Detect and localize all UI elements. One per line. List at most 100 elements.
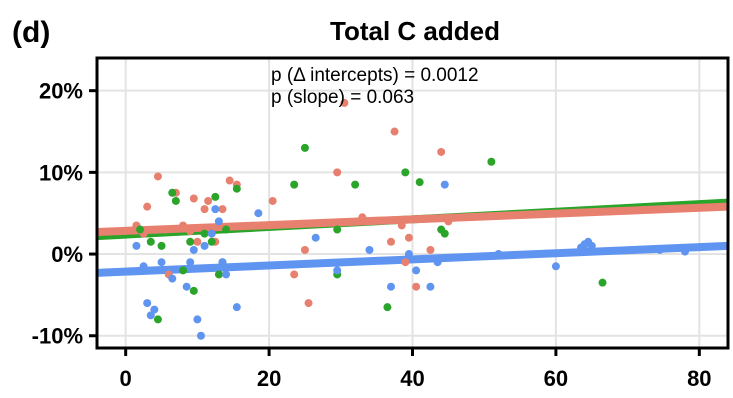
data-point-series-2 — [136, 225, 145, 234]
data-point-series-3 — [189, 245, 198, 254]
data-point-series-1 — [143, 202, 152, 211]
data-point-series-3 — [143, 299, 152, 308]
data-point-series-1 — [358, 213, 367, 222]
x-tick-label: 80 — [687, 366, 711, 391]
y-tick-label: -10% — [32, 324, 83, 349]
x-axis: 0 20 40 60 80 — [120, 348, 712, 391]
trend-line-3 — [96, 241, 729, 277]
data-point-series-3 — [587, 241, 596, 250]
panel-label: (d) — [12, 16, 50, 49]
data-point-series-2 — [415, 178, 424, 187]
data-point-series-1 — [404, 233, 413, 242]
data-point-series-2 — [440, 229, 449, 238]
data-point-series-1 — [189, 194, 198, 203]
data-point-series-3 — [218, 258, 227, 267]
data-point-series-1 — [186, 227, 195, 236]
data-point-series-1 — [444, 217, 453, 226]
data-point-series-1 — [218, 205, 227, 214]
data-point-series-3 — [440, 180, 449, 189]
data-point-series-2 — [232, 184, 241, 193]
data-point-series-2 — [171, 196, 180, 205]
annotation-slope: p (slope) = 0.063 — [271, 87, 414, 108]
y-tick-label: 10% — [39, 160, 83, 185]
data-point-series-3 — [494, 250, 503, 259]
y-axis: -10% 0% 10% 20% — [32, 79, 97, 349]
data-point-series-3 — [680, 247, 689, 256]
data-point-series-2 — [179, 266, 188, 275]
data-point-series-1 — [340, 98, 349, 107]
data-point-series-2 — [351, 180, 360, 189]
data-point-series-1 — [200, 205, 209, 214]
data-point-series-1 — [179, 221, 188, 230]
data-point-series-3 — [426, 282, 435, 291]
y-tick-label: 0% — [51, 242, 83, 267]
data-point-series-2 — [383, 303, 392, 312]
data-point-series-3 — [193, 315, 202, 324]
chart-title: Total C added — [330, 16, 500, 46]
data-point-series-1 — [401, 258, 410, 267]
data-point-series-1 — [268, 196, 277, 205]
data-point-series-1 — [161, 225, 170, 234]
data-point-series-3 — [182, 282, 191, 291]
data-point-series-2 — [487, 157, 496, 166]
data-point-series-1 — [153, 172, 162, 181]
data-point-series-3 — [207, 229, 216, 238]
data-point-series-1 — [397, 221, 406, 230]
data-point-series-3 — [412, 266, 421, 275]
data-point-series-3 — [232, 303, 241, 312]
data-point-series-1 — [304, 299, 313, 308]
annotation-intercepts: p (Δ intercepts) = 0.0012 — [271, 65, 479, 86]
data-point-series-3 — [168, 274, 177, 283]
data-point-series-1 — [437, 147, 446, 156]
data-point-series-2 — [153, 315, 162, 324]
data-point-series-3 — [580, 245, 589, 254]
data-point-series-3 — [214, 217, 223, 226]
data-point-series-3 — [404, 250, 413, 259]
x-tick-label: 0 — [120, 366, 132, 391]
data-point-series-1 — [290, 270, 299, 279]
x-tick-label: 40 — [400, 366, 424, 391]
data-point-series-3 — [311, 233, 320, 242]
data-point-series-1 — [390, 127, 399, 136]
data-point-series-2 — [157, 241, 166, 250]
data-point-series-2 — [211, 192, 220, 201]
data-point-series-1 — [333, 168, 342, 177]
data-point-series-3 — [386, 282, 395, 291]
data-point-series-3 — [365, 245, 374, 254]
data-point-series-3 — [186, 258, 195, 267]
data-point-series-3 — [200, 241, 209, 250]
y-tick-label: 20% — [39, 79, 83, 104]
data-point-series-1 — [225, 176, 234, 185]
data-point-series-2 — [207, 237, 216, 246]
data-points — [132, 98, 689, 340]
data-point-series-2 — [300, 143, 309, 152]
data-point-series-2 — [290, 180, 299, 189]
data-point-series-2 — [214, 270, 223, 279]
data-point-series-2 — [401, 168, 410, 177]
data-point-series-2 — [598, 278, 607, 287]
data-point-series-3 — [211, 205, 220, 214]
data-point-series-2 — [333, 225, 342, 234]
data-point-series-3 — [333, 266, 342, 275]
data-point-series-3 — [196, 331, 205, 340]
data-point-series-1 — [204, 196, 213, 205]
data-point-series-3 — [655, 245, 664, 254]
trend-line-2 — [96, 202, 729, 236]
data-point-series-1 — [426, 245, 435, 254]
data-point-series-3 — [146, 311, 155, 320]
data-point-series-1 — [386, 237, 395, 246]
data-point-series-3 — [157, 258, 166, 267]
data-point-series-1 — [412, 282, 421, 291]
data-point-series-2 — [200, 229, 209, 238]
data-point-series-1 — [193, 237, 202, 246]
data-point-series-3 — [254, 209, 263, 218]
data-point-series-2 — [168, 188, 177, 197]
data-point-series-3 — [132, 241, 141, 250]
x-tick-label: 60 — [544, 366, 568, 391]
data-point-series-3 — [433, 258, 442, 267]
data-point-series-2 — [222, 225, 231, 234]
x-tick-label: 20 — [257, 366, 281, 391]
data-point-series-3 — [150, 305, 159, 314]
